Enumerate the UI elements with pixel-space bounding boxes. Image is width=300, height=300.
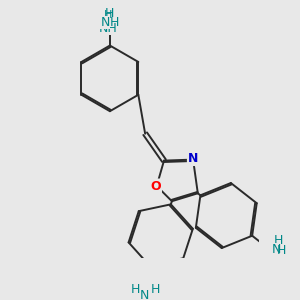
Text: N: N [100,16,110,29]
Text: H: H [131,283,140,296]
Text: H: H [105,8,115,20]
Text: H: H [277,244,286,257]
Text: O: O [150,179,161,193]
Text: N: N [188,152,198,165]
Text: H: H [104,11,112,20]
Text: H: H [110,16,119,29]
Text: H: H [151,283,160,296]
Text: N: N [140,289,149,300]
Text: N: N [271,243,281,256]
Text: H: H [273,234,283,247]
Text: NH: NH [98,22,117,34]
